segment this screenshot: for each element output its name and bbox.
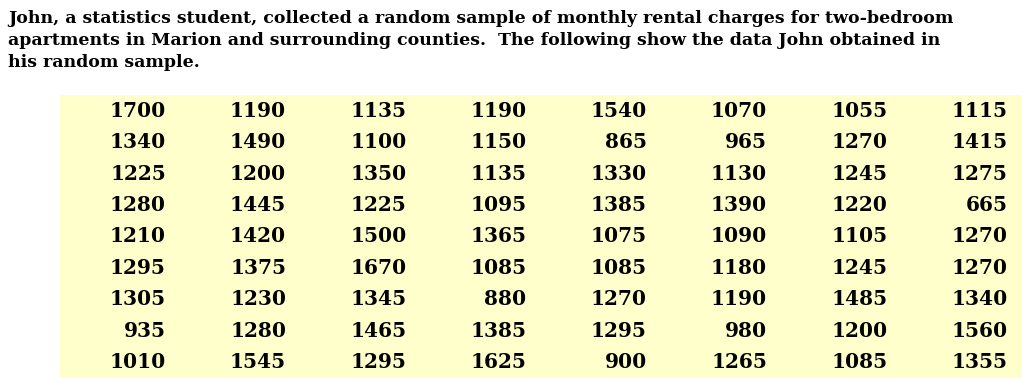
- Text: 1190: 1190: [471, 101, 526, 121]
- Text: 900: 900: [604, 352, 647, 372]
- Text: 1270: 1270: [591, 290, 647, 309]
- Text: 1540: 1540: [590, 101, 647, 121]
- Text: 665: 665: [965, 195, 1007, 215]
- Text: 1295: 1295: [351, 352, 406, 372]
- Text: 1225: 1225: [351, 195, 406, 215]
- Text: 1225: 1225: [110, 164, 166, 183]
- Text: 1415: 1415: [952, 132, 1007, 152]
- Text: 1330: 1330: [591, 164, 647, 183]
- Text: 1385: 1385: [591, 195, 647, 215]
- Text: 1375: 1375: [230, 258, 286, 278]
- Text: 1230: 1230: [230, 290, 286, 309]
- Text: 965: 965: [725, 132, 767, 152]
- Text: 980: 980: [725, 321, 767, 341]
- Text: 1085: 1085: [471, 258, 526, 278]
- Text: his random sample.: his random sample.: [8, 54, 199, 71]
- Text: 1210: 1210: [110, 226, 166, 247]
- Text: 1150: 1150: [471, 132, 526, 152]
- Text: 1270: 1270: [952, 226, 1007, 247]
- Text: 1180: 1180: [711, 258, 767, 278]
- Text: 1385: 1385: [471, 321, 526, 341]
- Text: apartments in Marion and surrounding counties.  The following show the data John: apartments in Marion and surrounding cou…: [8, 32, 941, 49]
- Text: 1270: 1270: [832, 132, 887, 152]
- Text: 1115: 1115: [952, 101, 1007, 121]
- Text: 1670: 1670: [351, 258, 406, 278]
- Text: 1420: 1420: [230, 226, 286, 247]
- Text: 1560: 1560: [952, 321, 1007, 341]
- Text: 1190: 1190: [230, 101, 286, 121]
- Text: 1245: 1245: [832, 258, 887, 278]
- Text: 880: 880: [484, 290, 526, 309]
- Text: 1345: 1345: [351, 290, 406, 309]
- Text: 1135: 1135: [471, 164, 526, 183]
- Text: 1270: 1270: [952, 258, 1007, 278]
- Text: 935: 935: [123, 321, 166, 341]
- Text: 1190: 1190: [711, 290, 767, 309]
- Text: 1100: 1100: [351, 132, 406, 152]
- Text: 1500: 1500: [351, 226, 406, 247]
- Text: 1355: 1355: [952, 352, 1007, 372]
- Text: 1700: 1700: [110, 101, 166, 121]
- Text: 1075: 1075: [591, 226, 647, 247]
- Text: 1305: 1305: [110, 290, 166, 309]
- Text: 1280: 1280: [230, 321, 286, 341]
- Text: 865: 865: [604, 132, 647, 152]
- Text: John, a statistics student, collected a random sample of monthly rental charges : John, a statistics student, collected a …: [8, 10, 953, 27]
- Text: 1085: 1085: [591, 258, 647, 278]
- Text: 1485: 1485: [832, 290, 887, 309]
- Text: 1055: 1055: [832, 101, 887, 121]
- Text: 1105: 1105: [832, 226, 887, 247]
- Text: 1340: 1340: [110, 132, 166, 152]
- Text: 1070: 1070: [710, 101, 767, 121]
- Text: 1085: 1085: [832, 352, 887, 372]
- Text: 1135: 1135: [351, 101, 406, 121]
- Text: 1390: 1390: [711, 195, 767, 215]
- Text: 1265: 1265: [711, 352, 767, 372]
- Text: 1130: 1130: [711, 164, 767, 183]
- Text: 1545: 1545: [230, 352, 286, 372]
- Text: 1275: 1275: [952, 164, 1007, 183]
- Text: 1350: 1350: [351, 164, 406, 183]
- Text: 1245: 1245: [832, 164, 887, 183]
- Text: 1095: 1095: [471, 195, 526, 215]
- Text: 1340: 1340: [951, 290, 1007, 309]
- Text: 1200: 1200: [230, 164, 286, 183]
- Text: 1280: 1280: [110, 195, 166, 215]
- Text: 1220: 1220: [832, 195, 887, 215]
- Text: 1295: 1295: [110, 258, 166, 278]
- Bar: [60, 95, 1022, 378]
- Text: 1365: 1365: [471, 226, 526, 247]
- Text: 1625: 1625: [471, 352, 526, 372]
- Text: 1090: 1090: [710, 226, 767, 247]
- Text: 1010: 1010: [110, 352, 166, 372]
- Text: 1490: 1490: [230, 132, 286, 152]
- Text: 1445: 1445: [230, 195, 286, 215]
- Text: 1295: 1295: [591, 321, 647, 341]
- Text: 1200: 1200: [832, 321, 887, 341]
- Text: 1465: 1465: [351, 321, 406, 341]
